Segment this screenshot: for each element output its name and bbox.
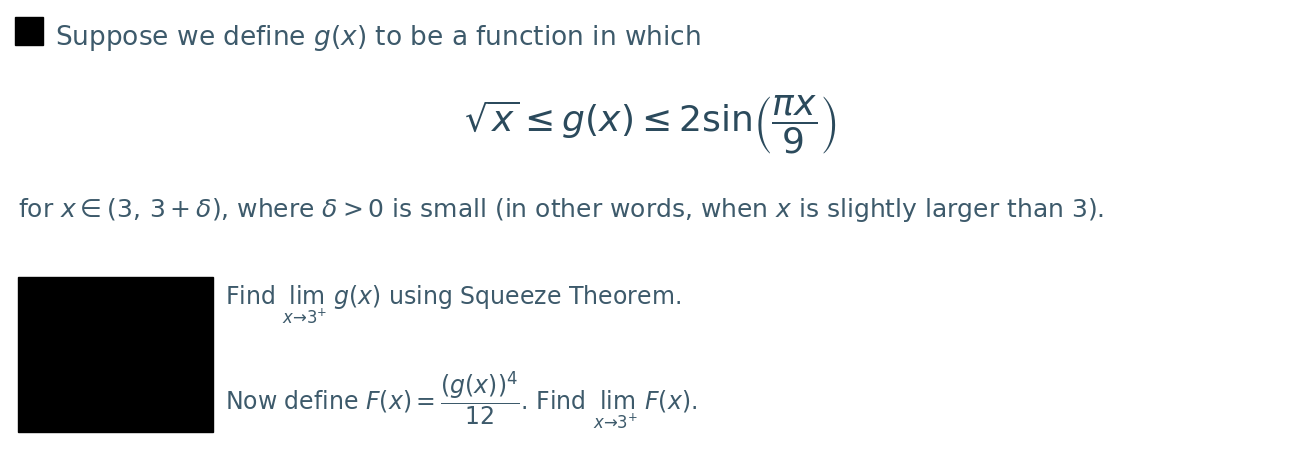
Text: for $x \in (3,\, 3 + \delta)$, where $\delta > 0$ is small (in other words, when: for $x \in (3,\, 3 + \delta)$, where $\d… <box>18 196 1104 223</box>
Bar <box>16 18 43 46</box>
Text: Find $\lim_{x \to 3^+}\, g(x)$ using Squeeze Theorem.: Find $\lim_{x \to 3^+}\, g(x)$ using Squ… <box>225 283 681 325</box>
Text: Now define $F(x) = \dfrac{(g(x))^4}{12}$. Find $\lim_{x \to 3^+}\, F(x)$.: Now define $F(x) = \dfrac{(g(x))^4}{12}$… <box>225 368 697 430</box>
Bar <box>18 278 213 432</box>
Text: $\sqrt{x} \leq g(x) \leq 2\sin\!\left(\dfrac{\pi x}{9}\right)$: $\sqrt{x} \leq g(x) \leq 2\sin\!\left(\d… <box>464 93 836 156</box>
Text: Suppose we define $g(x)$ to be a function in which: Suppose we define $g(x)$ to be a functio… <box>55 23 701 53</box>
